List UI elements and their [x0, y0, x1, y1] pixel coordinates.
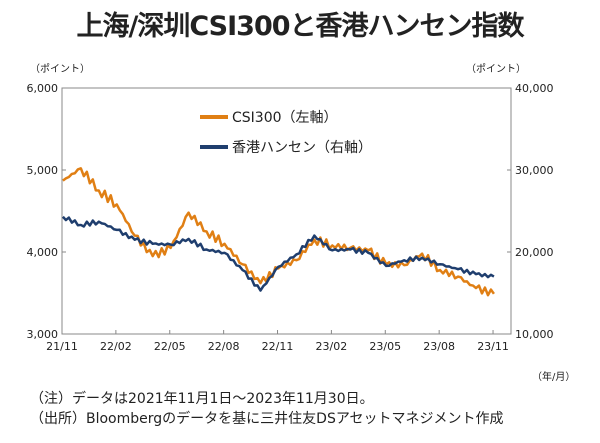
x-axis-unit: （年/月）: [532, 372, 576, 383]
x-tick-label: 23/05: [369, 340, 401, 353]
right-tick-label: 20,000: [515, 246, 554, 259]
note-period: （注）データは2021年11月1日～2023年11月30日。: [30, 391, 374, 407]
left-tick-label: 6,000: [27, 82, 59, 95]
right-tick-label: 10,000: [515, 328, 554, 341]
x-tick-label: 21/11: [46, 340, 78, 353]
x-tick-label: 22/08: [208, 340, 240, 353]
x-tick-label: 22/05: [154, 340, 186, 353]
legend-label: CSI300（左軸）: [232, 110, 338, 126]
x-tick-label: 22/11: [262, 340, 294, 353]
plot-frame: [61, 87, 512, 335]
x-tick-label: 23/02: [316, 340, 348, 353]
series-line-hangseng: [61, 215, 495, 292]
right-tick-label: 30,000: [515, 164, 554, 177]
left-tick-label: 3,000: [27, 328, 59, 341]
legend-label: 香港ハンセン（右軸）: [232, 140, 372, 156]
x-tick-label: 23/11: [477, 340, 509, 353]
chart-title: 上海/深圳CSI300と香港ハンセン指数: [76, 11, 524, 42]
left-axis-unit: （ポイント）: [30, 64, 90, 75]
x-tick-label: 23/08: [423, 340, 455, 353]
right-tick-label: 40,000: [515, 82, 554, 95]
right-axis-unit: （ポイント）: [466, 64, 526, 75]
left-tick-label: 5,000: [27, 164, 59, 177]
left-tick-label: 4,000: [27, 246, 59, 259]
note-source: （出所）Bloombergのデータを基に三井住友DSアセットマネジメント作成: [30, 411, 504, 427]
series-line-csi300: [62, 167, 495, 297]
x-tick-label: 22/02: [100, 340, 132, 353]
